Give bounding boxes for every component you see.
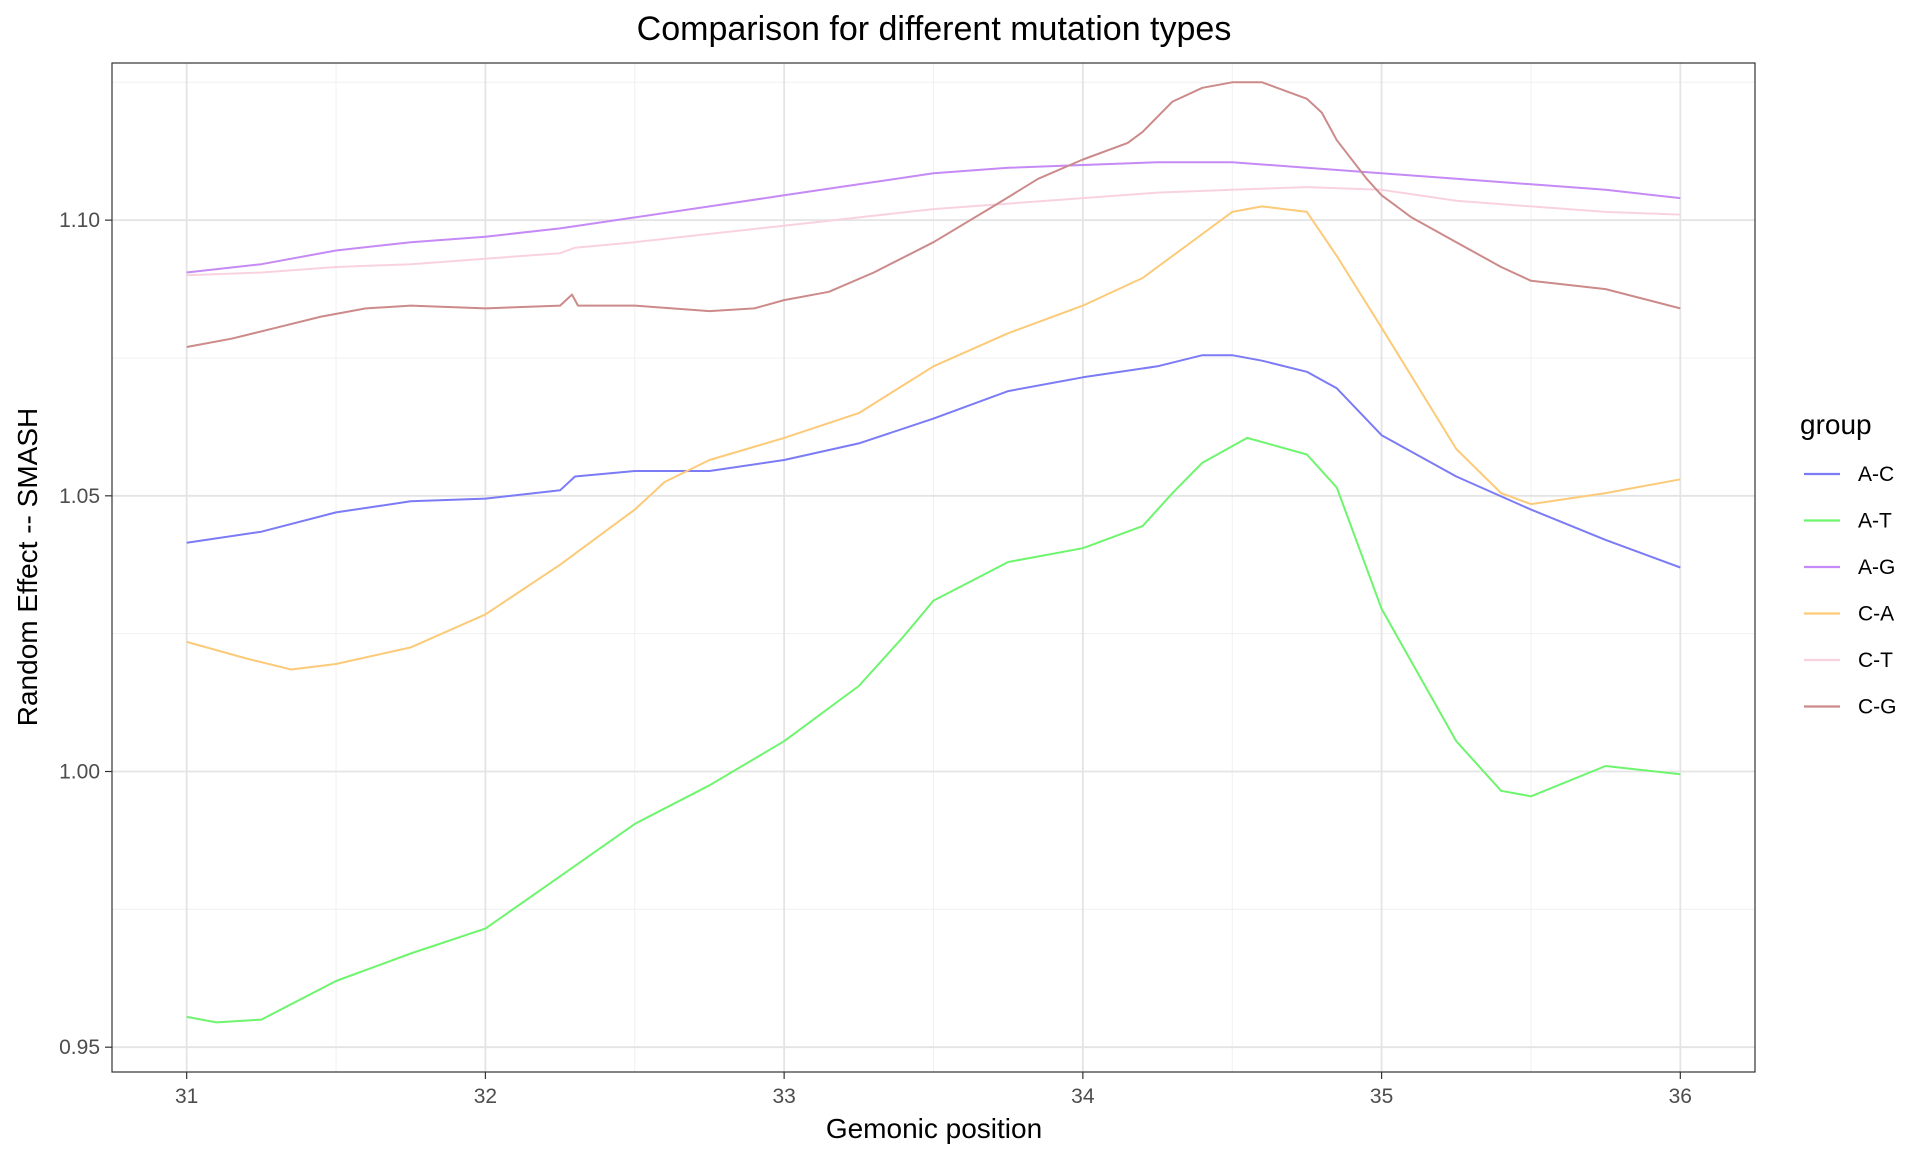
series-line-a-g	[186, 161, 1681, 274]
legend-label-a-c: A-C	[1858, 463, 1894, 486]
legend-label-a-t: A-T	[1858, 510, 1892, 533]
legend-label-c-a: C-A	[1858, 603, 1894, 626]
series-line-c-t	[186, 186, 1681, 277]
x-tick-label: 32	[474, 1085, 497, 1108]
grid	[112, 63, 1755, 1072]
y-tick-label: 0.95	[59, 1036, 100, 1059]
series-line-c-a	[186, 205, 1681, 671]
y-axis-label: Random Effect -- SMASH	[12, 408, 43, 726]
plot-panel-border	[111, 62, 1756, 1073]
series-line-a-c	[186, 354, 1681, 569]
chart-title: Comparison for different mutation types	[637, 10, 1232, 48]
x-axis-label: Gemonic position	[826, 1113, 1042, 1144]
legend-label-a-g: A-G	[1858, 556, 1895, 579]
x-tick-label: 35	[1370, 1085, 1393, 1108]
x-tick-label: 31	[175, 1085, 198, 1108]
x-axis: 31 32 33 34 35 36	[175, 1072, 1692, 1108]
legend: group A-C A-T A-G C-A C-T C-G	[1800, 409, 1897, 719]
series-line-c-g	[186, 81, 1681, 348]
y-tick-label: 1.10	[59, 209, 100, 232]
legend-title: group	[1800, 409, 1872, 440]
x-tick-label: 36	[1669, 1085, 1692, 1108]
y-tick-label: 1.00	[59, 761, 100, 784]
x-tick-label: 33	[772, 1085, 795, 1108]
y-tick-label: 1.05	[59, 485, 100, 508]
series-line-a-t	[186, 436, 1681, 1024]
legend-label-c-g: C-G	[1858, 696, 1897, 719]
legend-label-c-t: C-T	[1858, 649, 1893, 672]
x-tick-label: 34	[1071, 1085, 1095, 1108]
y-axis: 0.95 1.00 1.05 1.10	[59, 209, 112, 1059]
series-layer	[186, 81, 1681, 1024]
